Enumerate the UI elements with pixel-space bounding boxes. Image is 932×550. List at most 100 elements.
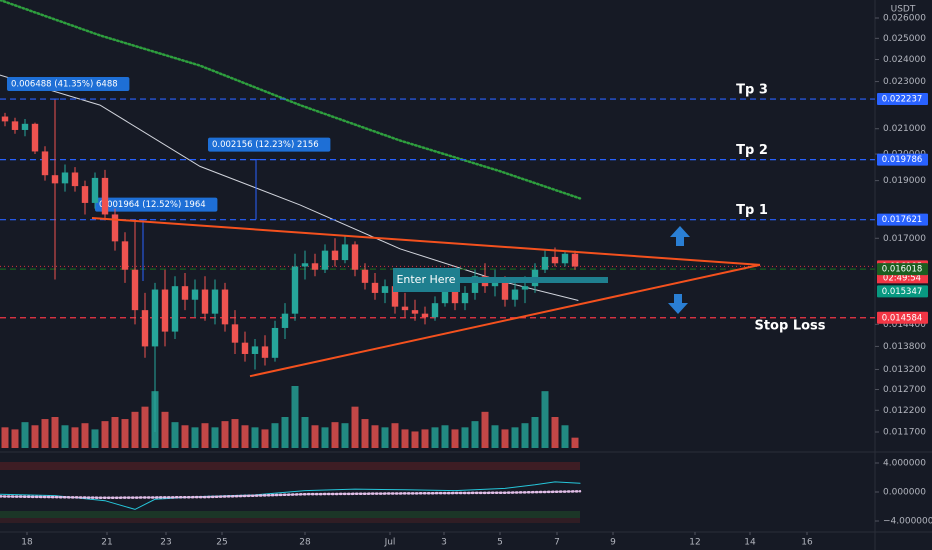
x-tick-label: 21 <box>101 538 112 548</box>
candle-body <box>411 310 419 314</box>
measure-box <box>208 137 331 152</box>
x-tick-label: 7 <box>554 538 560 548</box>
volume-bar <box>491 425 499 448</box>
y-tick-label: 0.013800 <box>883 342 926 352</box>
oscillator-line <box>0 481 581 510</box>
volume-bar <box>111 417 119 448</box>
candle-body <box>211 289 219 314</box>
candle-body <box>441 289 449 304</box>
candle-body <box>391 286 399 307</box>
x-tick-label: 9 <box>610 538 616 548</box>
volume-bar <box>261 429 269 448</box>
candle-body <box>461 292 469 304</box>
countdown-box <box>877 272 928 284</box>
oscillator-line <box>0 490 582 500</box>
entry-marker: Enter Here <box>393 268 608 292</box>
level-box <box>877 263 928 276</box>
volume-bar <box>131 411 139 448</box>
volume-bar <box>161 411 169 448</box>
candle-body <box>181 286 189 300</box>
candle-body <box>401 306 409 311</box>
level-label: 0.017621 <box>882 215 923 225</box>
candle-body <box>111 214 119 242</box>
volume-bar <box>31 425 39 448</box>
volume-bar <box>221 421 229 448</box>
y-tick-label: 0.011700 <box>883 428 926 438</box>
candle-body <box>11 121 19 130</box>
volume-bar <box>551 417 559 448</box>
candle-body <box>311 263 319 270</box>
arrow-up <box>670 226 690 246</box>
volume-bar <box>21 422 29 448</box>
y-tick-label: 0.024000 <box>883 55 926 65</box>
candle-body <box>321 250 329 270</box>
volume-bar <box>461 427 469 448</box>
y-tick-label: 0.013200 <box>883 365 926 375</box>
volume-bar <box>421 429 429 448</box>
volume-bar <box>301 417 309 448</box>
y-tick-label: 0.021000 <box>883 124 926 134</box>
band <box>0 511 580 518</box>
candle-body <box>371 282 379 293</box>
volume-bar <box>381 427 389 448</box>
level-text: Stop Loss <box>754 318 825 333</box>
volume-bar <box>521 423 529 448</box>
candle-body <box>41 151 49 176</box>
level-box <box>877 93 928 106</box>
candle-body <box>121 241 129 270</box>
candle-body <box>501 279 509 300</box>
volume-bar <box>11 429 19 448</box>
level-label: 0.014584 <box>882 313 923 323</box>
candle-body <box>571 253 579 267</box>
volume-bar <box>141 406 149 448</box>
level-box <box>877 285 928 298</box>
volume-bar <box>471 421 479 448</box>
y-tick-label: 0.014400 <box>883 320 926 330</box>
candle-body <box>81 186 89 203</box>
candle-body <box>151 289 159 347</box>
x-tick-label: 23 <box>160 538 171 548</box>
candle-body <box>421 313 429 318</box>
measure-label: 0.006488 (41.35%) 6488 <box>11 80 118 90</box>
level-label: 0.022237 <box>882 95 923 105</box>
volume-bar <box>41 419 49 448</box>
x-tick-label: 12 <box>689 538 700 548</box>
arrow-down <box>668 294 688 314</box>
level-text: Tp 1 <box>736 203 768 218</box>
candle-body <box>131 269 139 311</box>
candle-body <box>21 123 29 130</box>
volume-bar <box>1 427 9 448</box>
candle-body <box>281 313 289 328</box>
candle-body <box>261 346 269 358</box>
osc-tick-label: −4.000000 <box>883 517 932 527</box>
volume-bar <box>361 419 369 448</box>
volume-bar <box>341 423 349 448</box>
measure-box <box>95 197 218 212</box>
x-tick-label: Jul <box>384 538 396 548</box>
volume-bar <box>541 391 549 448</box>
moving-average <box>0 0 582 200</box>
volume-bar <box>271 423 279 448</box>
volume-bar <box>371 425 379 448</box>
candle-body <box>1 116 9 122</box>
entry-label: Enter Here <box>396 273 455 286</box>
candle-body <box>271 327 279 358</box>
volume-bar <box>51 417 59 448</box>
volume-bar <box>561 425 569 448</box>
trendline <box>91 216 761 266</box>
level-label: 0.015347 <box>882 287 923 297</box>
y-tick-label: 0.012700 <box>883 385 926 395</box>
candle-body <box>451 289 459 304</box>
candle-body <box>231 324 239 343</box>
volume-bar <box>331 422 339 448</box>
candle-body <box>431 303 439 318</box>
candle-body <box>71 172 79 187</box>
candle-body <box>251 346 259 354</box>
candle-body <box>511 289 519 300</box>
x-tick-label: 25 <box>216 538 227 548</box>
x-tick-label: 28 <box>299 538 311 548</box>
volume-bar <box>481 411 489 448</box>
candle-body <box>101 177 109 215</box>
